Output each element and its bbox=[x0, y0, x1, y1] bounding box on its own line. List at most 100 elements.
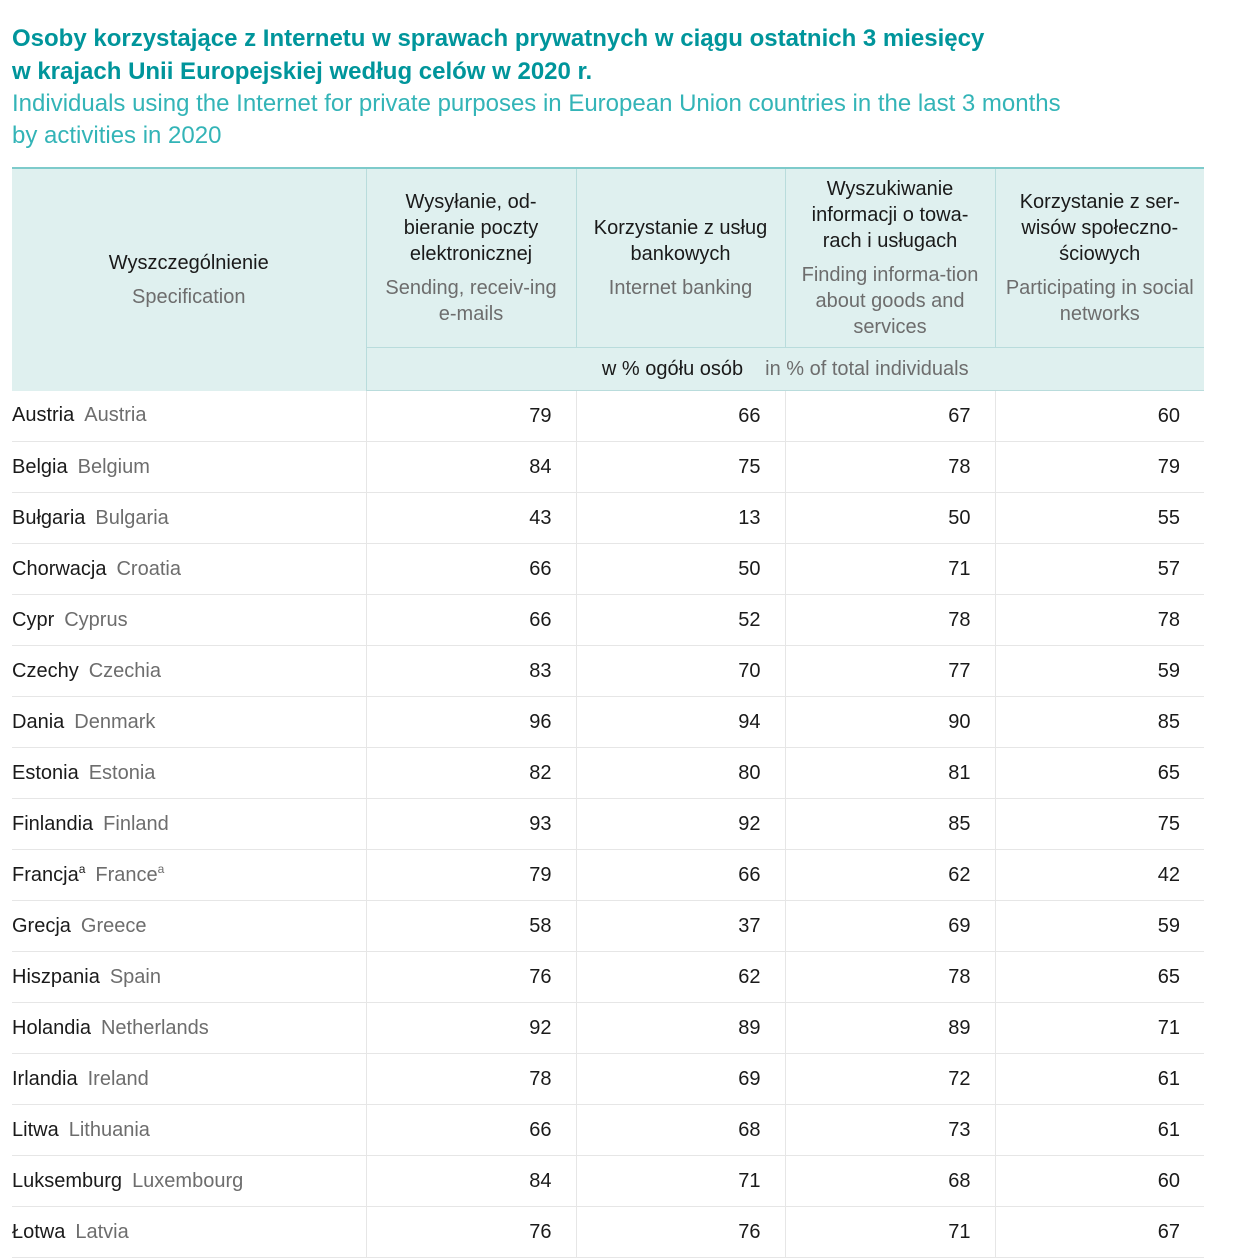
table-header: Wyszczególnienie Specification Wysyłanie… bbox=[12, 167, 1204, 391]
country-name-pl: Francja bbox=[12, 863, 79, 886]
country-cell: Luksemburg Luxembourg bbox=[12, 1155, 366, 1207]
value-cell: 93 bbox=[365, 798, 576, 850]
country-name-en: Estonia bbox=[88, 761, 156, 784]
value-cell: 84 bbox=[365, 441, 576, 493]
country-cell: Chorwacja Croatia bbox=[12, 543, 366, 595]
value-cell: 71 bbox=[784, 1206, 995, 1258]
country-cell: Irlandia Ireland bbox=[12, 1053, 366, 1105]
table-row: Francjaa Francea 79 66 62 42 bbox=[12, 849, 1204, 901]
value-cell: 92 bbox=[575, 798, 785, 850]
country-name-en: Croatia bbox=[116, 557, 181, 580]
country-name-pl: Litwa bbox=[12, 1118, 59, 1141]
value-cell: 50 bbox=[784, 492, 995, 544]
data-table: Wyszczególnienie Specification Wysyłanie… bbox=[12, 167, 1204, 1258]
country-name-en: Latvia bbox=[75, 1220, 129, 1243]
value-cell: 84 bbox=[365, 1155, 576, 1207]
country-cell: Hiszpania Spain bbox=[12, 951, 366, 1003]
country-cell: Austria Austria bbox=[12, 390, 366, 442]
header-specification: Wyszczególnienie Specification bbox=[12, 167, 366, 391]
table-row: Łotwa Latvia 76 76 71 67 bbox=[12, 1206, 1204, 1258]
value-cell: 61 bbox=[994, 1053, 1204, 1105]
value-cell: 60 bbox=[994, 1155, 1204, 1207]
table-row: Dania Denmark 96 94 90 85 bbox=[12, 696, 1204, 748]
value-cell: 66 bbox=[365, 1104, 576, 1156]
unit-row: w % ogółu osób in % of total individuals bbox=[365, 347, 1204, 391]
country-name-pl: Austria bbox=[12, 404, 75, 427]
country-name-en: Lithuania bbox=[68, 1118, 150, 1141]
header-column-en: Participating in social networks bbox=[1005, 277, 1194, 325]
value-cell: 65 bbox=[994, 747, 1204, 799]
value-cell: 69 bbox=[575, 1053, 785, 1105]
value-cell: 43 bbox=[365, 492, 576, 544]
value-cell: 52 bbox=[575, 594, 785, 646]
header-column-en: Finding informa-tion about goods and ser… bbox=[801, 264, 979, 338]
value-cell: 75 bbox=[994, 798, 1204, 850]
table-row: Chorwacja Croatia 66 50 71 57 bbox=[12, 543, 1204, 595]
table-row: Bułgaria Bulgaria 43 13 50 55 bbox=[12, 492, 1204, 544]
country-cell: Holandia Netherlands bbox=[12, 1002, 366, 1054]
country-cell: Łotwa Latvia bbox=[12, 1206, 366, 1258]
header-column-pl: Korzystanie z usług bankowych bbox=[593, 217, 768, 265]
table-row: Hiszpania Spain 76 62 78 65 bbox=[12, 951, 1204, 1003]
unit-label-pl: w % ogółu osób bbox=[601, 358, 744, 380]
country-name-pl: Hiszpania bbox=[12, 965, 100, 988]
country-name-pl: Grecja bbox=[12, 914, 71, 937]
table-row: Belgia Belgium 84 75 78 79 bbox=[12, 441, 1204, 493]
country-name-en: Greece bbox=[80, 914, 147, 937]
title-en-line2: by activities in 2020 bbox=[12, 122, 222, 149]
value-cell: 92 bbox=[365, 1002, 576, 1054]
country-name-pl: Chorwacja bbox=[12, 557, 107, 580]
header-column-pl: Wyszukiwanie informacji o towa-rach i us… bbox=[811, 178, 969, 252]
value-cell: 67 bbox=[994, 1206, 1204, 1258]
country-name-pl: Belgia bbox=[12, 455, 68, 478]
header-spec-en: Specification bbox=[132, 285, 246, 308]
table-row: Irlandia Ireland 78 69 72 61 bbox=[12, 1053, 1204, 1105]
table-row: Estonia Estonia 82 80 81 65 bbox=[12, 747, 1204, 799]
table-row: Litwa Lithuania 66 68 73 61 bbox=[12, 1104, 1204, 1156]
value-cell: 71 bbox=[994, 1002, 1204, 1054]
header-column-email: Wysyłanie, od-bieranie poczty elektronic… bbox=[365, 167, 576, 348]
value-cell: 80 bbox=[575, 747, 785, 799]
table-row: Czechy Czechia 83 70 77 59 bbox=[12, 645, 1204, 697]
table-row: Finlandia Finland 93 92 85 75 bbox=[12, 798, 1204, 850]
value-cell: 13 bbox=[575, 492, 785, 544]
country-name-en: Spain bbox=[109, 965, 161, 988]
value-cell: 83 bbox=[365, 645, 576, 697]
country-cell: Czechy Czechia bbox=[12, 645, 366, 697]
table-row: Holandia Netherlands 92 89 89 71 bbox=[12, 1002, 1204, 1054]
value-cell: 50 bbox=[575, 543, 785, 595]
value-cell: 75 bbox=[575, 441, 785, 493]
value-cell: 59 bbox=[994, 645, 1204, 697]
country-name-en: Luxembourg bbox=[132, 1169, 244, 1192]
header-column-banking: Korzystanie z usług bankowych Internet b… bbox=[575, 167, 785, 348]
value-cell: 85 bbox=[994, 696, 1204, 748]
value-cell: 78 bbox=[365, 1053, 576, 1105]
table-row: Austria Austria 79 66 67 60 bbox=[12, 390, 1204, 442]
value-cell: 89 bbox=[784, 1002, 995, 1054]
value-cell: 65 bbox=[994, 951, 1204, 1003]
value-cell: 71 bbox=[784, 543, 995, 595]
country-cell: Finlandia Finland bbox=[12, 798, 366, 850]
country-name-en: Austria bbox=[84, 404, 147, 427]
table-body: Austria Austria 79 66 67 60 Belgia Belgium 84 75 7… bbox=[12, 390, 1204, 1258]
header-column-pl: Korzystanie z ser-wisów społeczno-ściowy… bbox=[1019, 191, 1180, 265]
table-row: Grecja Greece 58 37 69 59 bbox=[12, 900, 1204, 952]
value-cell: 37 bbox=[575, 900, 785, 952]
value-cell: 78 bbox=[784, 594, 995, 646]
header-column-social: Korzystanie z ser-wisów społeczno-ściowy… bbox=[994, 167, 1204, 348]
header-column-en: Sending, receiv-ing e-mails bbox=[385, 277, 557, 325]
country-name-en: Belgium bbox=[77, 455, 150, 478]
value-cell: 76 bbox=[575, 1206, 785, 1258]
value-cell: 62 bbox=[784, 849, 995, 901]
country-cell: Cypr Cyprus bbox=[12, 594, 366, 646]
country-name-en: Denmark bbox=[74, 710, 156, 733]
value-cell: 62 bbox=[575, 951, 785, 1003]
value-cell: 60 bbox=[994, 390, 1204, 442]
country-name-pl: Irlandia bbox=[12, 1067, 78, 1090]
value-cell: 69 bbox=[784, 900, 995, 952]
country-name-en: Finland bbox=[103, 812, 169, 835]
value-cell: 66 bbox=[575, 849, 785, 901]
value-cell: 66 bbox=[365, 594, 576, 646]
value-cell: 78 bbox=[994, 594, 1204, 646]
footnote-marker: a bbox=[78, 861, 86, 876]
